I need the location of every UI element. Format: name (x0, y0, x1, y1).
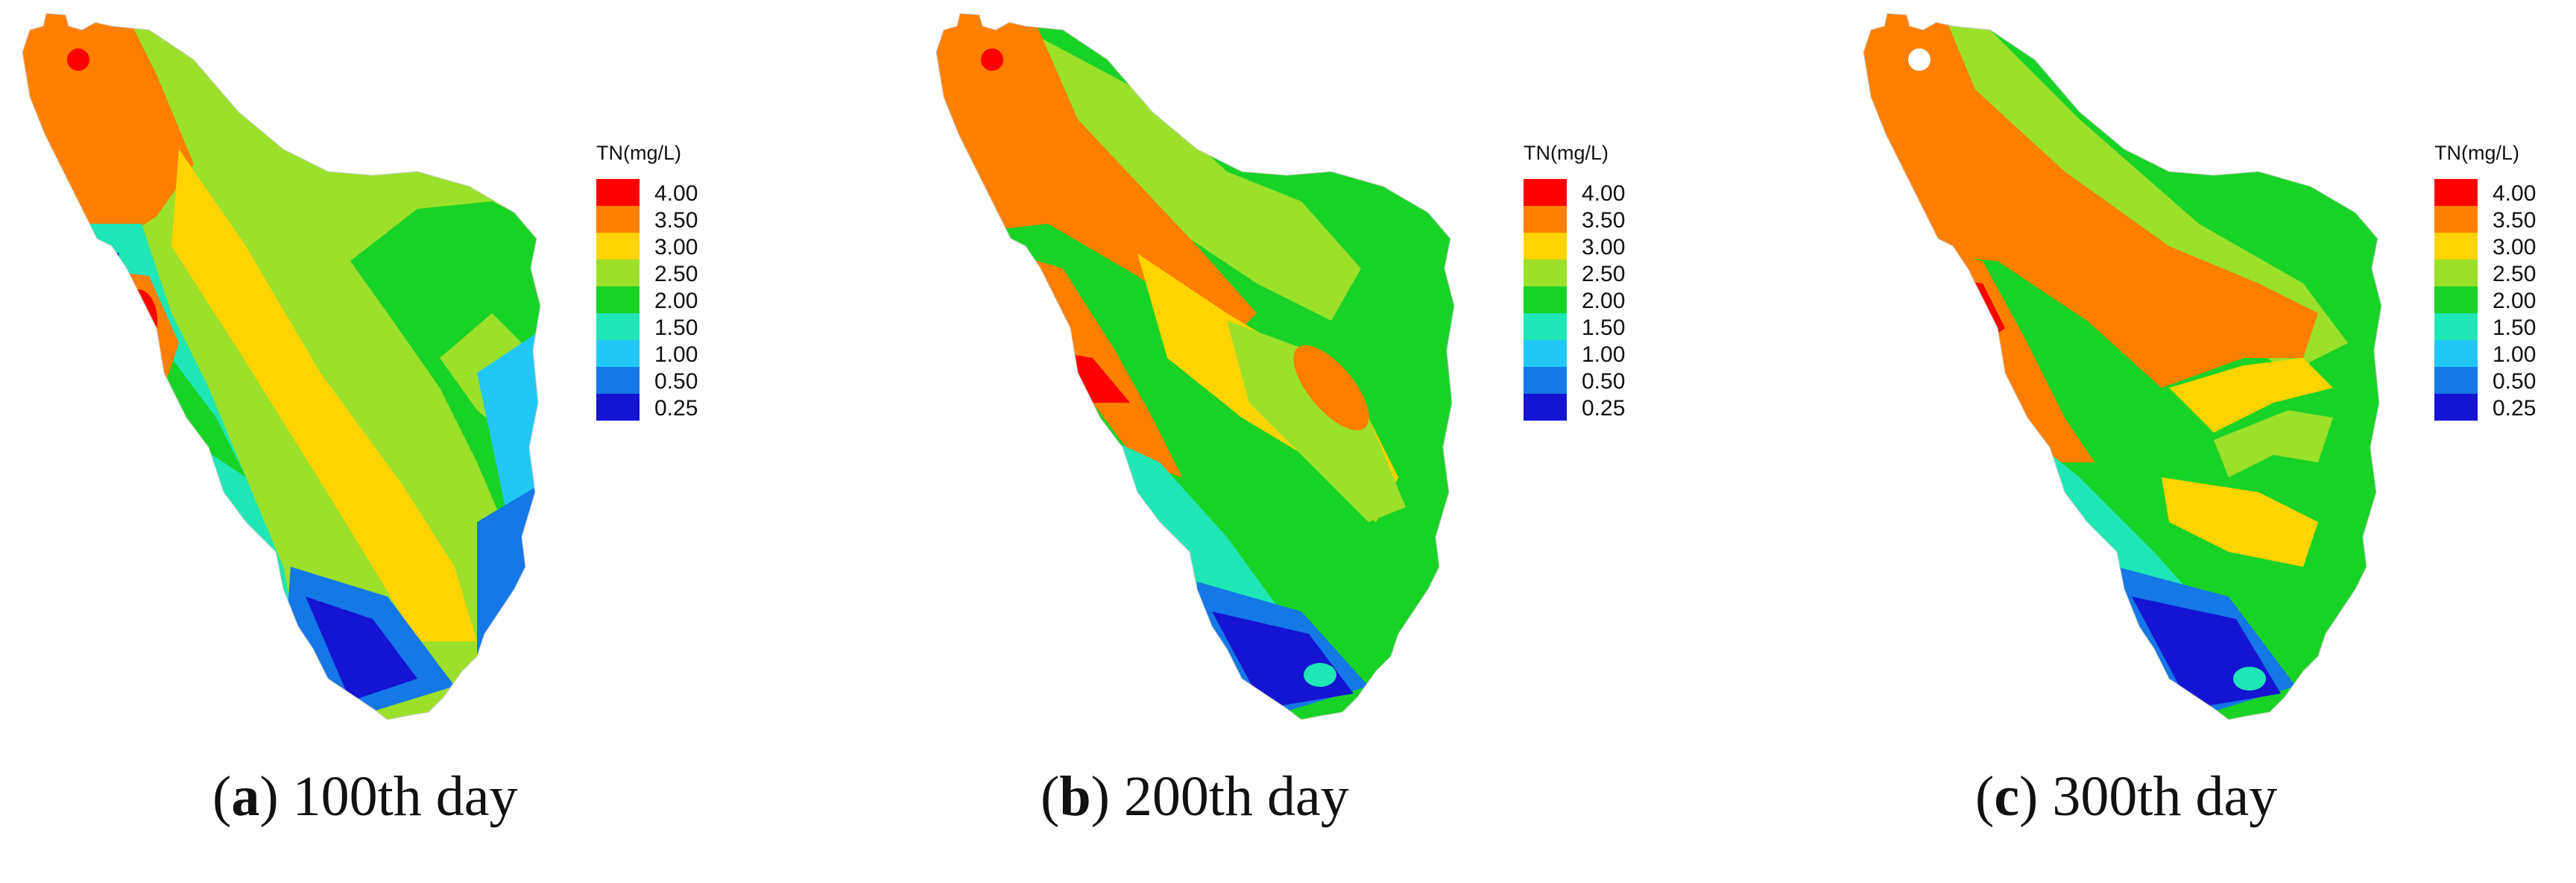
legend-label: 4.00 (1582, 181, 1626, 206)
legend-swatch (2434, 394, 2478, 421)
legend-swatch (596, 260, 640, 286)
legend-label: 1.00 (654, 342, 698, 367)
legend-label: 1.50 (1582, 315, 1626, 340)
legend-swatch (1524, 179, 1567, 206)
caption-b: (b) 200th day (1041, 765, 1349, 828)
legend-swatch (1524, 233, 1567, 260)
legend-swatch (1524, 206, 1567, 233)
legend-swatch (2434, 367, 2478, 394)
legend-label: 0.50 (2493, 369, 2536, 394)
legend-swatch (596, 286, 640, 313)
caption-letter: b (1059, 765, 1091, 828)
panel-a: TN(mg/L) 4.00 3.50 3.00 2.50 2.00 1.50 1… (0, 0, 859, 883)
legend-label: 0.25 (654, 396, 698, 421)
legend-c: TN(mg/L) 4.00 3.50 3.00 2.50 2.00 1.50 1… (2434, 142, 2576, 477)
legend-swatch (2434, 206, 2478, 233)
legend-swatch (2434, 313, 2478, 340)
legend-swatch (2434, 233, 2478, 260)
legend-swatch (596, 367, 640, 394)
legend-b: TN(mg/L) 4.00 3.50 3.00 2.50 2.00 1.50 1… (1524, 142, 1673, 477)
panel-b: TN(mg/L) 4.00 3.50 3.00 2.50 2.00 1.50 1… (914, 0, 1772, 883)
legend-label: 1.50 (2493, 315, 2536, 340)
legend-swatch (1524, 394, 1567, 421)
legend-swatch (1524, 340, 1567, 367)
legend-label: 1.00 (1582, 342, 1626, 367)
legend-swatch (596, 313, 640, 340)
caption-a: (a) 100th day (212, 765, 518, 828)
caption-c: (c) 300th day (1975, 765, 2278, 828)
tn-map-c (1863, 13, 2382, 720)
legend-label: 3.00 (654, 235, 698, 260)
legend-label: 4.00 (654, 181, 698, 206)
legend-title: TN(mg/L) (2434, 142, 2519, 164)
legend-label: 1.50 (654, 315, 698, 340)
legend-label: 0.50 (654, 369, 698, 394)
legend-swatch (596, 233, 640, 260)
legend-a: TN(mg/L) 4.00 3.50 3.00 2.50 2.00 1.50 1… (596, 142, 745, 477)
legend-label: 1.00 (2493, 342, 2536, 367)
legend-swatch (2434, 340, 2478, 367)
caption-letter: c (1994, 765, 2020, 828)
legend-swatch (1524, 367, 1567, 394)
legend-label: 3.50 (2493, 208, 2536, 233)
caption-letter: a (231, 765, 260, 828)
panel-c: TN(mg/L) 4.00 3.50 3.00 2.50 2.00 1.50 1… (1841, 0, 2576, 883)
legend-label: 0.50 (1582, 369, 1626, 394)
legend-swatch (596, 394, 640, 421)
legend-label: 0.25 (2493, 396, 2536, 421)
legend-label: 2.50 (654, 262, 698, 286)
tn-map-a (22, 13, 541, 720)
tn-map-b (935, 13, 1455, 720)
legend-label: 2.50 (2493, 262, 2536, 286)
legend-label: 2.00 (2493, 289, 2536, 313)
caption-text: 200th day (1123, 765, 1349, 828)
legend-swatch (1524, 286, 1567, 313)
legend-swatch (596, 340, 640, 367)
caption-text: 300th day (2052, 765, 2278, 828)
legend-title: TN(mg/L) (1524, 142, 1609, 164)
legend-label: 4.00 (2493, 181, 2536, 206)
legend-swatch (2434, 179, 2478, 206)
legend-label: 3.50 (1582, 208, 1626, 233)
caption-text: 100th day (292, 765, 518, 828)
legend-label: 2.00 (654, 289, 698, 313)
legend-swatch (596, 179, 640, 206)
legend-swatch (2434, 286, 2478, 313)
legend-swatch (1524, 313, 1567, 340)
legend-title: TN(mg/L) (596, 142, 681, 164)
legend-swatch (2434, 260, 2478, 286)
legend-label: 3.00 (2493, 235, 2536, 260)
legend-swatch (1524, 260, 1567, 286)
legend-label: 3.50 (654, 208, 698, 233)
legend-label: 2.00 (1582, 289, 1626, 313)
legend-label: 2.50 (1582, 262, 1626, 286)
legend-swatch (596, 206, 640, 233)
legend-label: 0.25 (1582, 396, 1626, 421)
legend-label: 3.00 (1582, 235, 1626, 260)
